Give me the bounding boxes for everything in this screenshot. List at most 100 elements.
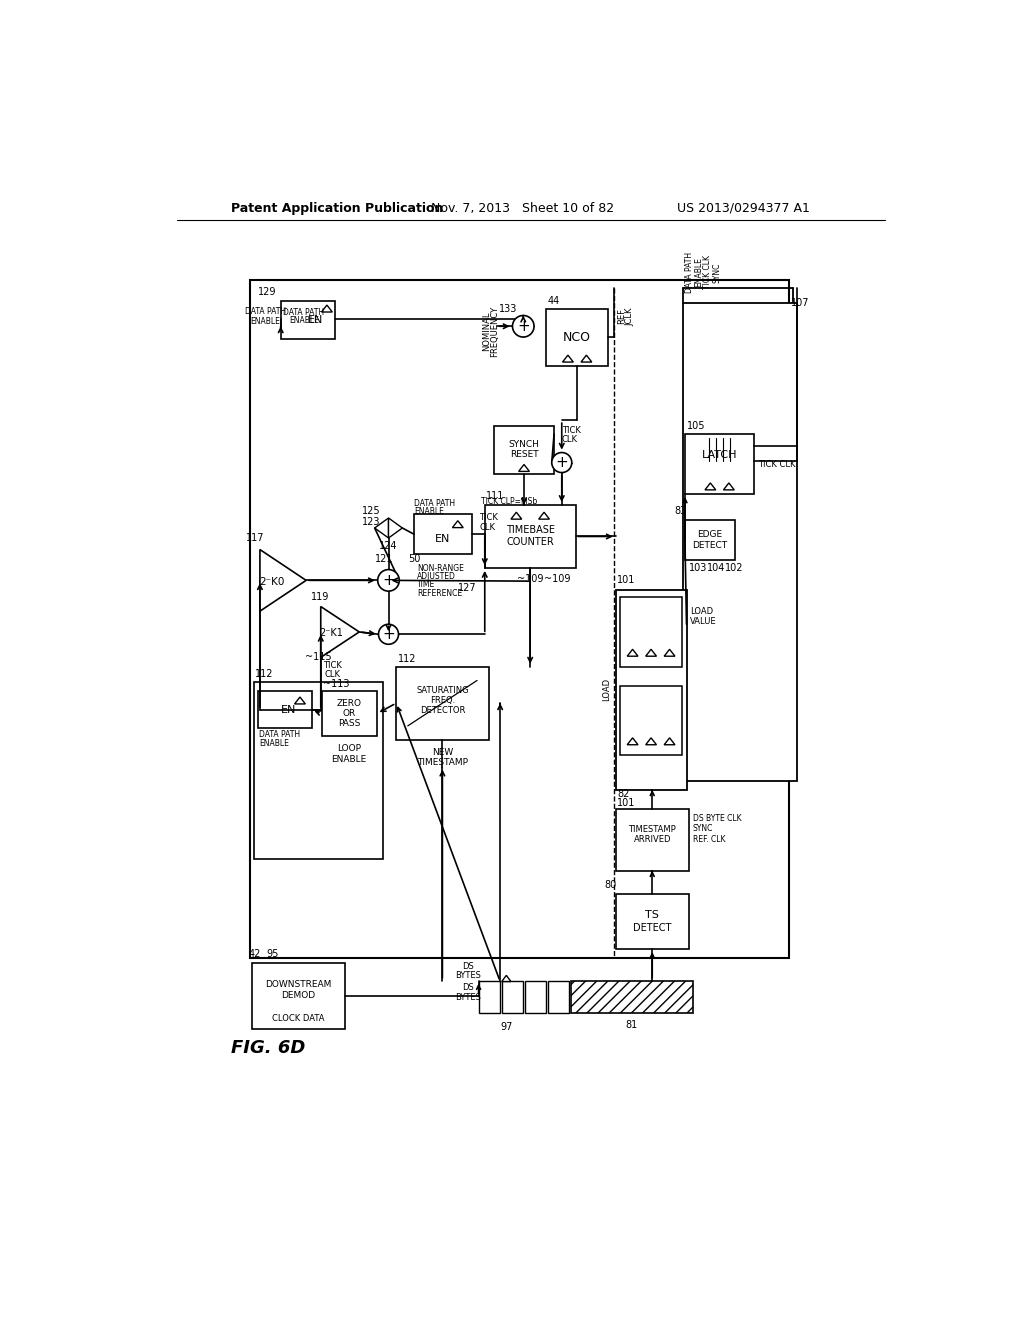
Text: 50: 50 (408, 554, 420, 564)
Polygon shape (388, 517, 402, 539)
Polygon shape (502, 975, 511, 982)
Text: 121: 121 (375, 554, 393, 564)
Bar (478, 981, 500, 1014)
Text: NON-RANGE: NON-RANGE (417, 564, 464, 573)
Text: VALUE: VALUE (690, 618, 717, 627)
Text: 119: 119 (310, 593, 329, 602)
Text: TICK CLP=MSb: TICK CLP=MSb (481, 498, 538, 507)
Text: CLK: CLK (325, 669, 340, 678)
Polygon shape (581, 355, 592, 362)
Text: ~109: ~109 (544, 574, 570, 583)
Bar (685, 520, 735, 560)
Polygon shape (628, 738, 638, 744)
Bar (621, 597, 682, 667)
Text: Nov. 7, 2013   Sheet 10 of 82: Nov. 7, 2013 Sheet 10 of 82 (431, 202, 614, 215)
Text: 2⁻K1: 2⁻K1 (318, 628, 343, 639)
Text: ~113: ~113 (323, 678, 349, 689)
Circle shape (512, 315, 535, 337)
Text: SATURATING: SATURATING (416, 685, 469, 694)
Text: PASS: PASS (338, 719, 360, 729)
Text: DS
BYTES: DS BYTES (455, 982, 480, 1002)
Text: ~115: ~115 (305, 652, 332, 663)
Text: 127: 127 (458, 583, 476, 593)
Text: 102: 102 (725, 564, 743, 573)
Text: NCO: NCO (563, 331, 591, 345)
Polygon shape (562, 355, 573, 362)
Text: 82: 82 (617, 788, 630, 799)
Text: TICK CLK: TICK CLK (758, 459, 796, 469)
Bar (494, 426, 554, 474)
Text: 97: 97 (500, 1022, 512, 1032)
Bar (254, 682, 383, 859)
Text: DATA PATH
ENABLE: DATA PATH ENABLE (245, 306, 286, 326)
Polygon shape (705, 483, 716, 490)
Text: 101: 101 (617, 797, 636, 808)
Text: RESET: RESET (510, 450, 539, 459)
Text: TICK: TICK (562, 426, 581, 434)
Bar (547, 309, 608, 367)
Text: DATA PATH: DATA PATH (685, 252, 694, 293)
Text: 95: 95 (266, 949, 279, 958)
Text: DETECT: DETECT (633, 923, 672, 933)
Text: REF: REF (617, 309, 627, 325)
Text: DATA PATH: DATA PATH (259, 730, 300, 739)
Text: +: + (517, 318, 529, 334)
Text: JCLK: JCLK (626, 308, 635, 326)
Text: 129: 129 (258, 286, 276, 297)
Bar (548, 981, 569, 1014)
Circle shape (378, 570, 399, 591)
Text: US 2013/0294377 A1: US 2013/0294377 A1 (677, 202, 810, 215)
Text: TICK CLK: TICK CLK (703, 255, 713, 289)
Bar (396, 667, 488, 739)
Text: LATCH: LATCH (701, 450, 737, 459)
Text: DOWNSTREAM: DOWNSTREAM (265, 979, 332, 989)
Text: 81: 81 (626, 1020, 638, 1031)
Text: EDGE: EDGE (697, 531, 723, 540)
Bar (621, 686, 682, 755)
Text: ADJUSTED: ADJUSTED (417, 572, 456, 581)
Text: REF. CLK: REF. CLK (692, 836, 725, 845)
Text: ~109: ~109 (517, 574, 544, 583)
Text: 105: 105 (686, 421, 705, 432)
Text: 103: 103 (689, 564, 708, 573)
Bar (571, 981, 692, 1014)
Text: DEMOD: DEMOD (282, 991, 315, 1001)
Text: TICK: TICK (323, 660, 342, 669)
Text: 104: 104 (707, 564, 725, 573)
Text: ENABLE: ENABLE (414, 507, 443, 516)
Text: LOAD: LOAD (602, 678, 611, 701)
Polygon shape (375, 517, 388, 539)
Polygon shape (321, 607, 359, 657)
Bar (685, 434, 755, 494)
Text: 124: 124 (379, 541, 397, 552)
Text: ENABLE: ENABLE (694, 257, 703, 288)
Polygon shape (322, 305, 333, 312)
Polygon shape (539, 512, 550, 519)
Bar (615, 590, 686, 789)
Bar (250, 280, 788, 958)
Text: TIMESTAMP: TIMESTAMP (629, 825, 676, 834)
Text: 101: 101 (617, 576, 636, 585)
Text: ZERO: ZERO (337, 700, 361, 708)
Text: COUNTER: COUNTER (506, 537, 554, 546)
Polygon shape (724, 483, 734, 490)
Text: FREQUENCY: FREQUENCY (490, 306, 500, 358)
Polygon shape (453, 520, 463, 528)
Bar (414, 515, 472, 554)
Text: ENABLE: ENABLE (332, 755, 367, 763)
Text: 112: 112 (255, 669, 273, 680)
Text: CLOCK DATA: CLOCK DATA (272, 1014, 325, 1023)
Text: 123: 123 (361, 517, 380, 527)
Text: 117: 117 (246, 533, 264, 543)
Text: DETECT: DETECT (692, 541, 727, 550)
Text: 107: 107 (792, 298, 810, 308)
Text: NEW: NEW (432, 748, 453, 758)
Text: CLK: CLK (562, 436, 578, 444)
Bar (258, 692, 311, 729)
Text: +: + (382, 627, 395, 642)
Text: EN: EN (435, 533, 451, 544)
Text: CLK: CLK (479, 524, 496, 532)
Text: DS BYTE CLK: DS BYTE CLK (692, 814, 741, 822)
Text: LOOP: LOOP (337, 744, 361, 754)
Text: 133: 133 (499, 304, 517, 314)
